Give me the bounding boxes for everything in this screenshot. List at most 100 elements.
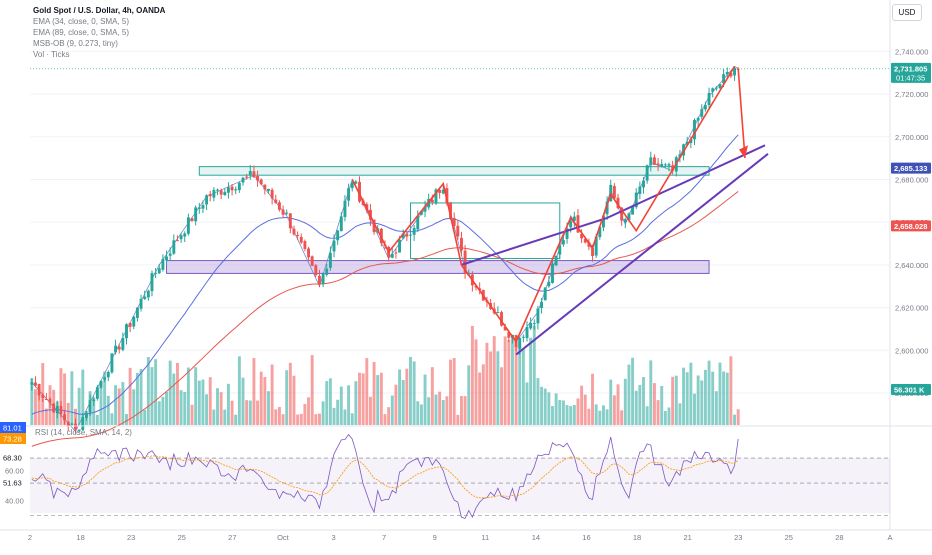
candle-body [685,141,689,145]
time-tick-label: 23 [127,533,135,542]
volume-bar [612,395,616,425]
volume-bar [296,414,300,425]
candle-body [711,88,715,92]
volume-bar [460,396,463,425]
price-label-ema89 [891,220,931,232]
candle-body [591,248,594,256]
volume-bar [117,388,121,425]
legend-volume[interactable]: Vol · Ticks [33,50,70,59]
candle-body [245,176,249,178]
volume-bar [288,362,292,425]
volume-bar [245,400,249,425]
volume-bar [197,380,201,425]
volume-bar [66,402,70,425]
candle-body [190,218,194,221]
volume-bar [663,411,667,425]
candle-body [660,164,664,167]
candle-body [521,336,525,338]
rsi-legend[interactable]: RSI (14, close, SMA, 14, 2) [35,428,132,437]
time-tick-label: 3 [331,533,335,542]
legend-symbol-title[interactable]: Gold Spot / U.S. Dollar, 4h, OANDA [33,6,166,15]
candle-body [234,189,238,191]
legend-ema89[interactable]: EMA (89, close, 0, SMA, 5) [33,28,130,37]
volume-bar [689,362,693,425]
candle-body [430,199,434,203]
time-tick-label: 9 [433,533,437,542]
candle-body [638,186,642,194]
legend-ema34[interactable]: EMA (34, close, 0, SMA, 5) [33,17,130,26]
volume-bar [81,369,85,425]
candle-body [219,190,223,195]
volume-bar [591,373,594,425]
candle-body [631,206,635,215]
price-tick-label: 2,700.000 [895,133,928,142]
candle-body [150,273,154,292]
time-tick-label: A [887,533,892,542]
price-label-text: 2,685.133 [894,164,927,173]
candle-body [733,67,736,76]
volume-bar [234,414,238,425]
upper-trendline [461,216,608,266]
volume-bar [139,369,143,425]
volume-bar [190,404,194,425]
candle-body [358,181,361,202]
volume-bar [543,388,547,425]
volume-bar [59,368,63,425]
candle-body [226,187,230,193]
candle-body [310,256,314,266]
candle-body [88,400,92,413]
candle-body [55,406,59,414]
volume-bar [267,391,270,425]
volume-bar [230,400,234,425]
volume-bar [143,409,147,425]
volume-bar [507,339,511,425]
volume-bar [700,380,704,425]
candle-body [161,259,165,270]
candle-body [41,394,45,398]
volume-bar [565,405,569,425]
volume-bar [685,372,689,425]
rsi-label-text: 73.28 [3,435,22,444]
candle-body [143,296,147,299]
candle-body [663,164,667,166]
candle-body [241,177,245,183]
volume-bar [481,364,485,425]
candle-body [725,71,729,75]
rsi-label-rsi_ma [0,433,26,444]
volume-bar [616,384,620,425]
volume-bar [336,399,340,425]
volume-bar [135,372,139,425]
volume-bar [529,337,533,425]
volume-bar [642,377,645,425]
candle-body [328,252,332,268]
candle-body [350,182,354,189]
volume-bar [365,358,369,425]
candle-body [496,312,500,314]
consolidation-box [409,202,561,259]
resistance-box [198,166,710,176]
candle-body [267,188,270,191]
candle-body [237,182,241,191]
volume-bar [165,391,168,425]
volume-bar [725,372,729,425]
volume-bar [722,371,726,425]
candle-body [259,179,263,185]
volume-bar [328,378,332,425]
candle-body [132,316,136,327]
candle-body [125,324,128,339]
lower-trendline [515,153,769,356]
legend-msb-ob[interactable]: MSB-OB (9, 0.273, tiny) [33,39,118,48]
candle-body [274,199,278,204]
candle-body [281,209,285,215]
candle-body [343,200,347,217]
volume-bar [248,400,252,425]
candle-body [401,233,405,239]
candle-body [372,219,376,233]
volume-bar [576,398,580,425]
candle-body [729,72,733,77]
candle-body [106,372,110,378]
volume-bar [325,381,329,425]
currency-button[interactable]: USD [892,4,922,21]
candle-body [456,225,460,237]
